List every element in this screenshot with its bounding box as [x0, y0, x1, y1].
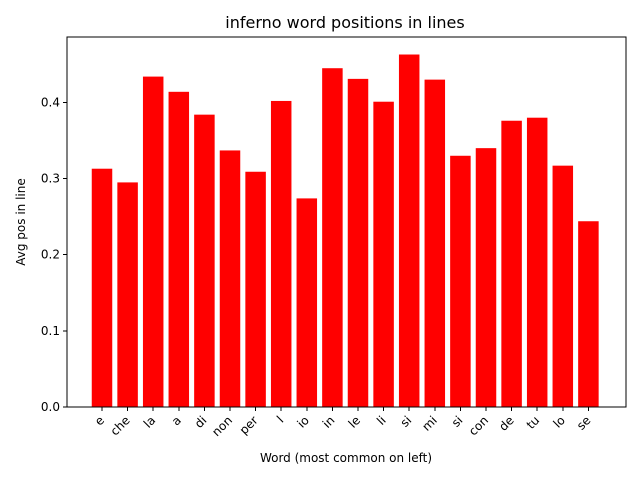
bar-se-19	[578, 221, 599, 407]
bar-mi-13	[424, 79, 446, 407]
x-tick-label: in	[320, 413, 338, 431]
x-tick-label: io	[294, 413, 311, 430]
x-tick-label: le	[346, 413, 363, 430]
bar-si-14	[450, 155, 471, 407]
bar-tu-17	[526, 117, 548, 407]
bar-io-8	[296, 198, 318, 407]
y-axis: 0.0 0.1 0.2 0.3 0.4	[41, 95, 67, 414]
y-tick-label: 0.2	[41, 248, 60, 262]
x-tick-label: l	[274, 413, 286, 425]
bar-si-12	[398, 54, 420, 407]
bar-la-2	[142, 76, 164, 407]
chart-title: inferno word positions in lines	[225, 13, 464, 32]
x-tick-label: mi	[419, 413, 440, 434]
x-tick-label: se	[574, 413, 594, 433]
y-axis-label: Avg pos in line	[14, 178, 28, 265]
bar-li-11	[373, 101, 394, 408]
x-tick-label: lo	[550, 413, 567, 430]
x-tick-label: tu	[524, 413, 543, 432]
bar-che-1	[117, 182, 138, 407]
y-tick-label: 0.0	[41, 400, 60, 414]
bar-non-5	[219, 150, 241, 407]
x-tick-label: li	[374, 413, 389, 428]
bar-a-3	[168, 91, 190, 407]
bars-layer	[91, 54, 599, 408]
plot-frame	[66, 36, 627, 408]
bar-in-9	[322, 68, 343, 408]
x-tick-label: con	[466, 413, 491, 438]
bar-lo-18	[552, 165, 574, 407]
x-tick-label: a	[169, 413, 184, 428]
bar-de-16	[501, 120, 522, 408]
x-tick-label: si	[449, 413, 466, 430]
bar-e-0	[91, 168, 113, 407]
x-tick-label: di	[192, 413, 210, 431]
y-tick-label: 0.4	[41, 95, 60, 109]
x-axis-label: Word (most common on left)	[260, 451, 432, 465]
x-tick-label: si	[398, 413, 415, 430]
bar-con-15	[475, 148, 497, 407]
x-tick-label: non	[209, 413, 235, 439]
x-tick-label: la	[141, 413, 158, 430]
x-tick-label: per	[237, 413, 261, 437]
y-tick-label: 0.1	[41, 324, 60, 338]
bar-l-7	[270, 100, 292, 407]
bar-di-4	[194, 114, 215, 408]
bar-le-10	[347, 78, 369, 408]
x-axis: e che la a di non per l io in le li si mi si con de tu lo s…	[92, 407, 594, 439]
x-tick-label: che	[108, 413, 133, 438]
bar-per-6	[245, 171, 266, 407]
y-tick-label: 0.3	[41, 172, 60, 186]
x-tick-label: e	[92, 413, 107, 428]
x-tick-label: de	[496, 413, 517, 434]
